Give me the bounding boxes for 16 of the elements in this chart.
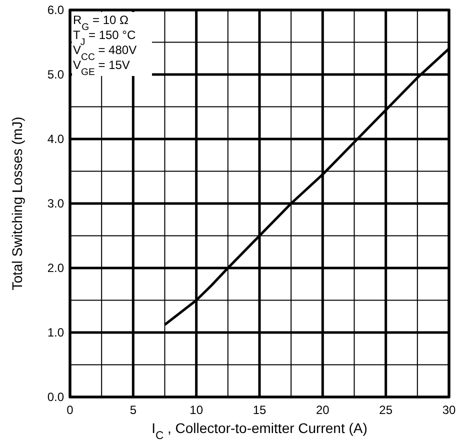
- y-tick-label: 1.0: [47, 326, 64, 340]
- y-tick-label: 4.0: [47, 132, 64, 146]
- y-tick-label: 5.0: [47, 68, 64, 82]
- y-axis-title: Total Switching Losses (mJ): [9, 116, 25, 290]
- x-tick-label: 0: [66, 403, 74, 417]
- x-tick-label: 30: [442, 403, 456, 417]
- x-tick-label: 20: [316, 403, 330, 417]
- x-axis-title: I$_{C}$ , Collector-to-emitter Current (A): [152, 420, 368, 442]
- y-tick-label: 6.0: [47, 3, 64, 17]
- x-tick-label: 5: [130, 403, 137, 417]
- x-tick-label: 25: [379, 403, 393, 417]
- y-tick-label: 0.0: [47, 390, 64, 404]
- x-tick-label: 10: [190, 403, 204, 417]
- y-tick-label: 2.0: [47, 261, 64, 275]
- x-tick-label: 15: [252, 403, 266, 417]
- y-tick-label: 3.0: [47, 196, 64, 210]
